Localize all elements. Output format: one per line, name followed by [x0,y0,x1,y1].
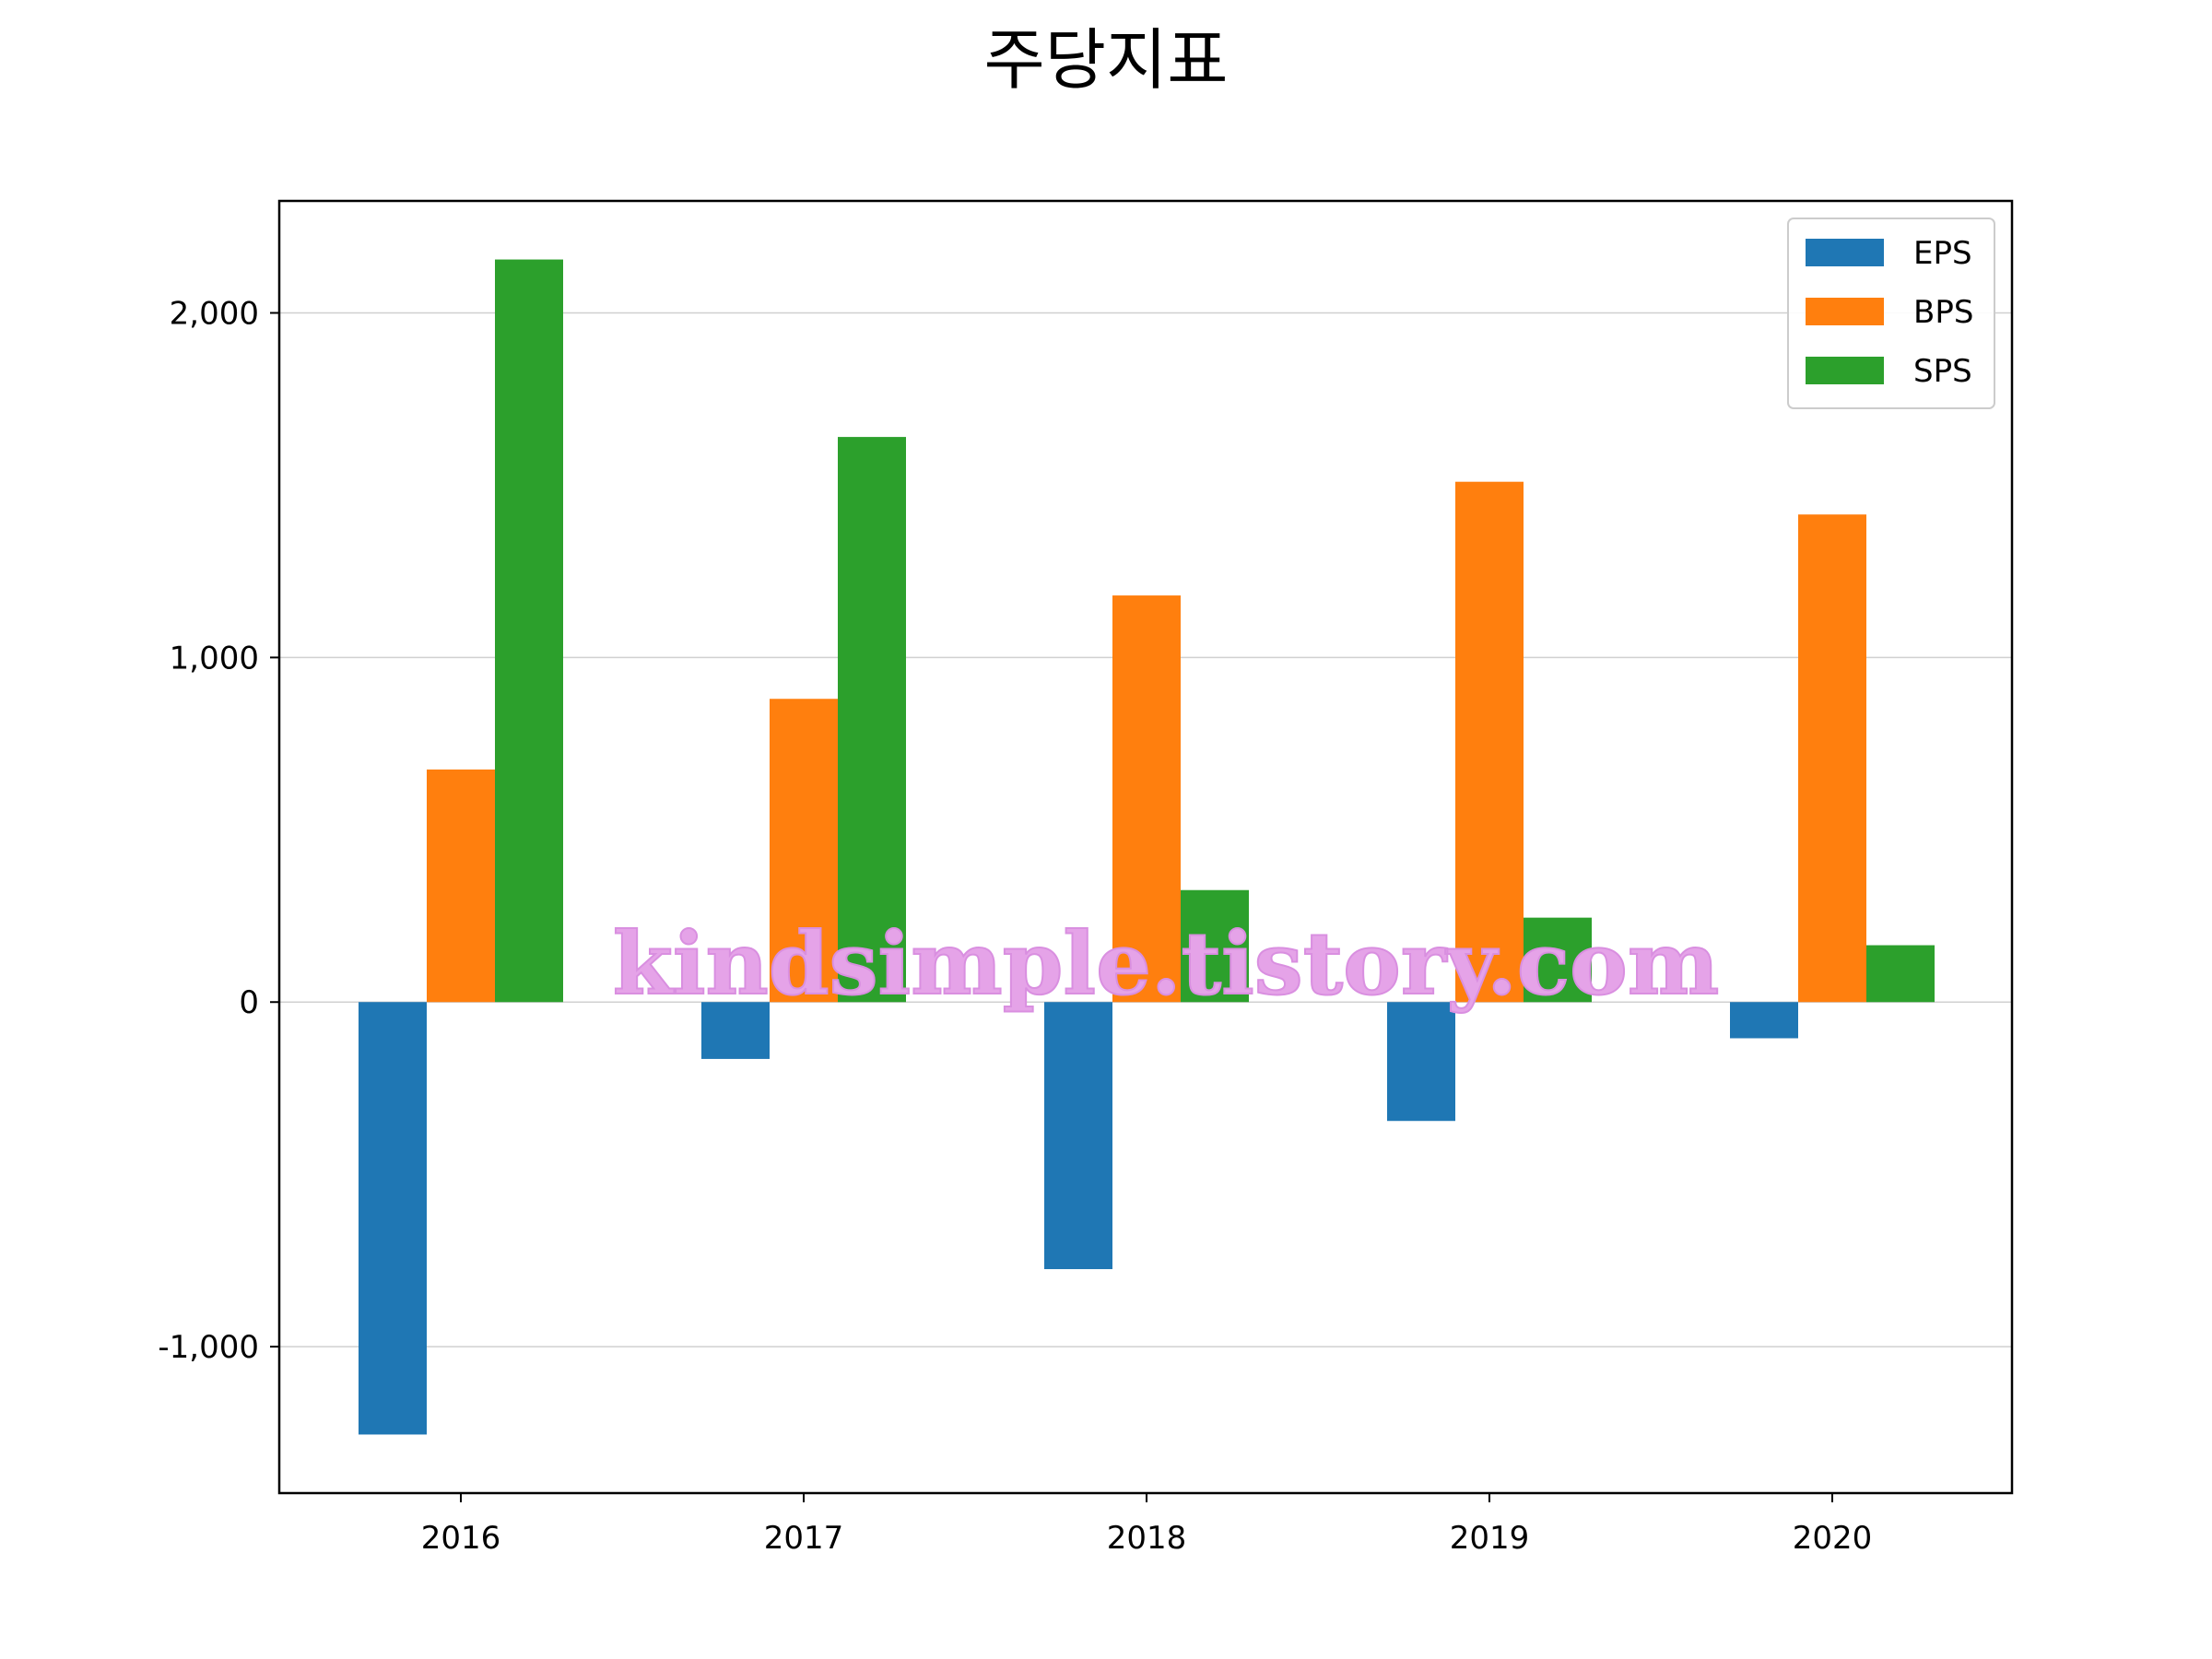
chart-title: 주당지표 [984,21,1229,99]
legend-swatch-bps [1806,298,1884,325]
bar-bps-2018 [1112,595,1181,1003]
bar-eps-2019 [1387,1002,1455,1122]
legend-label-eps: EPS [1913,235,1972,272]
y-tick-label: 2,000 [170,296,259,333]
y-axis: -1,000 0 1,000 2,000 [158,296,279,1366]
x-tick-label: 2017 [764,1520,844,1557]
x-tick-label: 2018 [1107,1520,1187,1557]
legend-label-bps: BPS [1913,294,1973,331]
bar-bps-2016 [427,769,495,1003]
bar-bps-2017 [770,699,838,1003]
x-axis: 2016 2017 2018 2019 2020 [421,1493,1873,1557]
x-tick-label: 2020 [1793,1520,1873,1557]
bar-eps-2020 [1730,1002,1798,1039]
y-tick-label: 0 [239,984,259,1021]
bar-eps-2016 [359,1002,427,1435]
bar-sps-2019 [1524,917,1592,1003]
legend-label-sps: SPS [1913,353,1972,390]
bar-sps-2018 [1181,889,1249,1003]
legend-swatch-sps [1806,357,1884,384]
legend-swatch-eps [1806,239,1884,266]
bar-eps-2017 [701,1002,770,1059]
bar-bps-2019 [1455,481,1524,1003]
bar-sps-2016 [495,259,563,1003]
x-tick-label: 2016 [421,1520,501,1557]
y-tick-label: -1,000 [158,1329,259,1366]
watermark: kindsimple.tistory.com [613,913,1720,1015]
bar-bps-2020 [1798,514,1866,1003]
x-tick-label: 2019 [1450,1520,1530,1557]
bar-sps-2017 [838,437,906,1003]
bars [359,259,1935,1435]
y-tick-label: 1,000 [170,640,259,677]
bar-eps-2018 [1044,1002,1112,1269]
legend: EPS BPS SPS [1787,218,1995,409]
bar-sps-2020 [1866,945,1935,1003]
